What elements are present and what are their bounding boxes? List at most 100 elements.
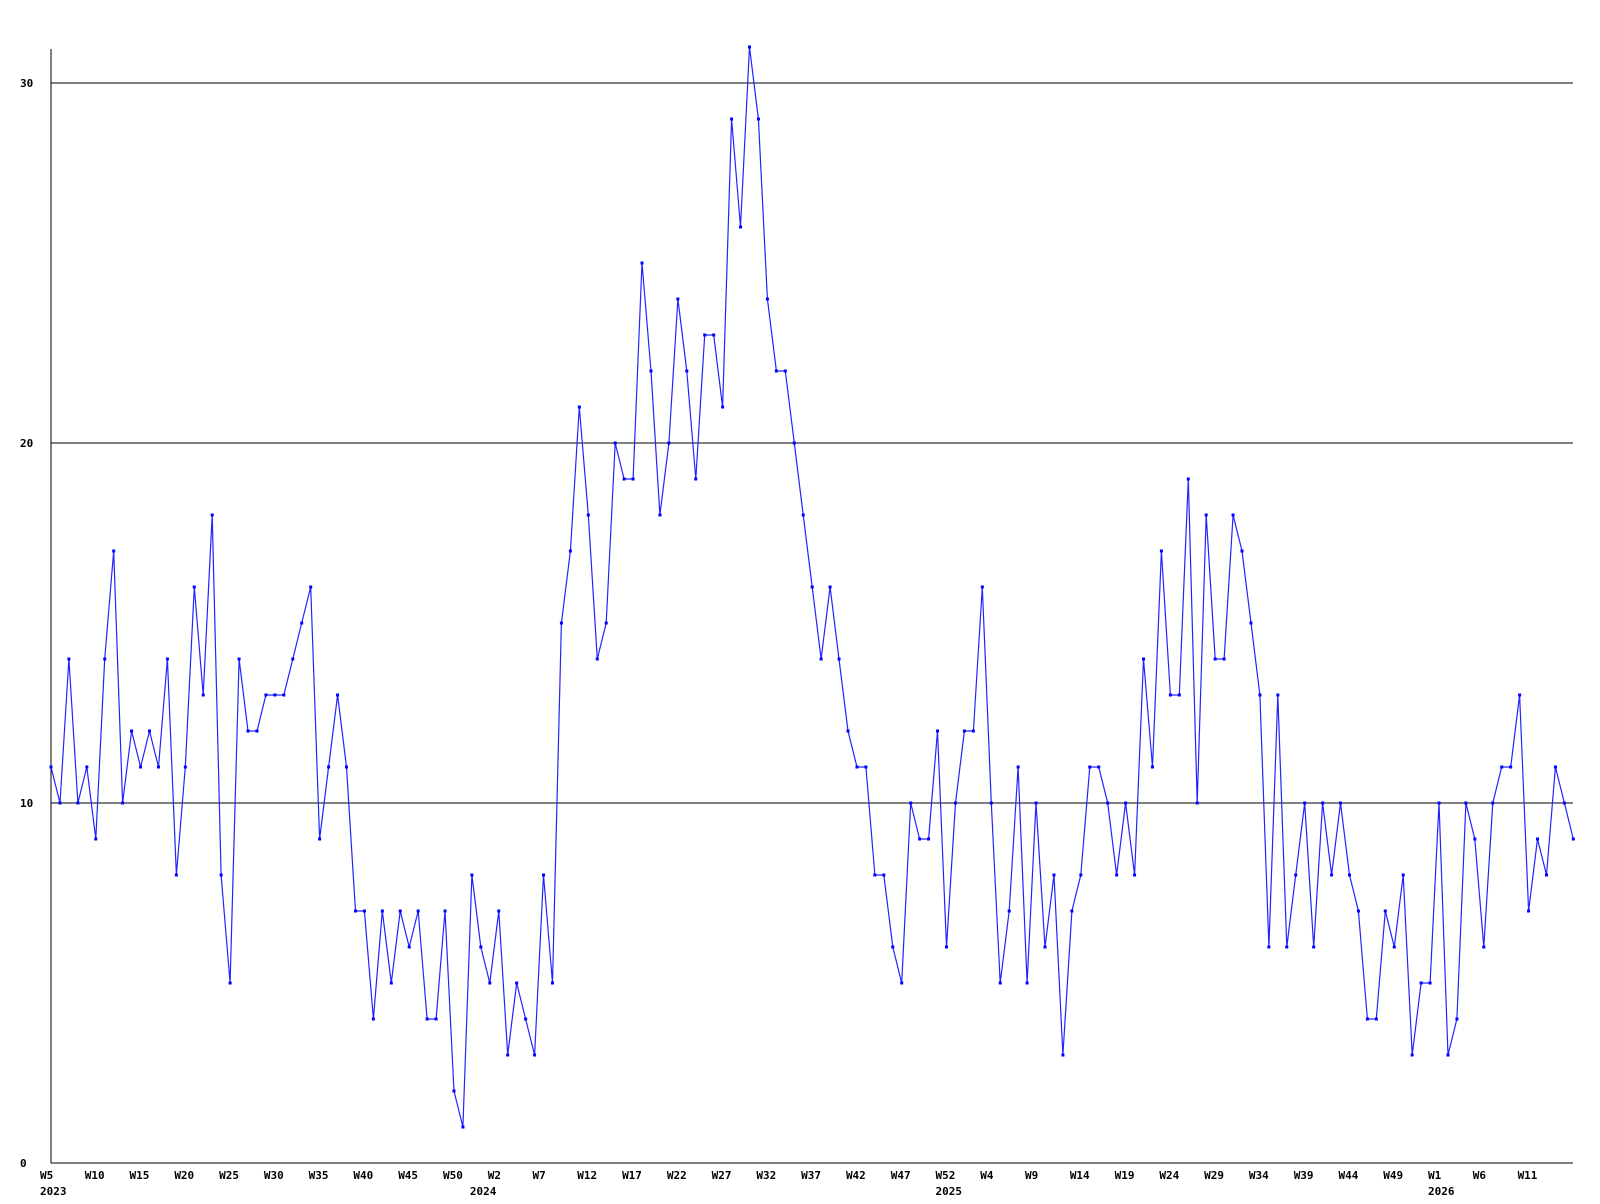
data-point xyxy=(1347,873,1351,877)
data-point xyxy=(488,981,492,985)
data-point xyxy=(1276,693,1280,697)
data-point xyxy=(882,873,886,877)
data-point xyxy=(1410,1053,1414,1057)
data-point xyxy=(273,693,277,697)
data-point xyxy=(183,765,187,769)
data-point xyxy=(76,801,80,805)
data-point xyxy=(1231,513,1235,517)
data-point xyxy=(1195,801,1199,805)
data-point xyxy=(559,621,563,625)
data-point xyxy=(640,261,644,265)
x-tick-label: W44 xyxy=(1338,1169,1358,1182)
data-point xyxy=(327,765,331,769)
data-point xyxy=(685,369,689,373)
data-point xyxy=(1544,873,1548,877)
data-point xyxy=(264,693,268,697)
data-point xyxy=(156,765,160,769)
data-point xyxy=(353,909,357,913)
data-point xyxy=(980,585,984,589)
data-point xyxy=(398,909,402,913)
data-point xyxy=(1509,765,1513,769)
data-point xyxy=(613,441,617,445)
data-point xyxy=(891,945,895,949)
data-point xyxy=(1186,477,1190,481)
data-point xyxy=(121,801,125,805)
x-tick-label: W49 xyxy=(1383,1169,1403,1182)
x-tick-label: W17 xyxy=(622,1169,642,1182)
data-point xyxy=(694,477,698,481)
x-tick-label: W35 xyxy=(309,1169,329,1182)
data-point xyxy=(1321,801,1325,805)
data-point xyxy=(443,909,447,913)
data-point xyxy=(971,729,975,733)
data-point xyxy=(739,225,743,229)
data-point xyxy=(94,837,98,841)
data-point xyxy=(1159,549,1163,553)
data-point xyxy=(1142,657,1146,661)
data-point xyxy=(318,837,322,841)
data-point xyxy=(1124,801,1128,805)
data-point xyxy=(1356,909,1360,913)
x-tick-label: W50 xyxy=(443,1169,463,1182)
x-tick-label: W2 xyxy=(488,1169,501,1182)
data-point xyxy=(1392,945,1396,949)
data-point xyxy=(1294,873,1298,877)
data-point xyxy=(550,981,554,985)
data-point xyxy=(371,1017,375,1021)
data-point xyxy=(649,369,653,373)
data-point xyxy=(1079,873,1083,877)
data-point xyxy=(1553,765,1557,769)
data-point xyxy=(479,945,483,949)
data-point xyxy=(927,837,931,841)
data-point xyxy=(542,873,546,877)
data-point xyxy=(1070,909,1074,913)
data-point xyxy=(1204,513,1208,517)
x-tick-label: W39 xyxy=(1294,1169,1314,1182)
x-tick-label: W19 xyxy=(1115,1169,1135,1182)
data-point xyxy=(1267,945,1271,949)
data-point xyxy=(452,1089,456,1093)
markers xyxy=(49,45,1575,1129)
y-tick-label: 10 xyxy=(20,797,33,810)
data-point xyxy=(192,585,196,589)
year-label: 2025 xyxy=(936,1185,963,1198)
data-point xyxy=(1401,873,1405,877)
data-point xyxy=(631,477,635,481)
x-tick-label: W34 xyxy=(1249,1169,1269,1182)
data-point xyxy=(846,729,850,733)
data-point xyxy=(1249,621,1253,625)
x-tick-label: W45 xyxy=(398,1169,418,1182)
gridlines xyxy=(51,82,1573,804)
data-point xyxy=(1052,873,1056,877)
data-point xyxy=(792,441,796,445)
data-point xyxy=(1034,801,1038,805)
data-point xyxy=(85,765,89,769)
x-tick-label: W12 xyxy=(577,1169,597,1182)
data-point xyxy=(1312,945,1316,949)
data-point xyxy=(909,801,913,805)
data-point xyxy=(300,621,304,625)
x-tick-label: W22 xyxy=(667,1169,687,1182)
data-point xyxy=(568,549,572,553)
data-point xyxy=(461,1125,465,1129)
data-point xyxy=(524,1017,528,1021)
data-point xyxy=(1115,873,1119,877)
data-point xyxy=(828,585,832,589)
data-point xyxy=(1491,801,1495,805)
data-point xyxy=(389,981,393,985)
data-point xyxy=(246,729,250,733)
data-point xyxy=(1168,693,1172,697)
x-tick-label: W6 xyxy=(1473,1169,1487,1182)
data-point xyxy=(1240,549,1244,553)
x-tick-label: W42 xyxy=(846,1169,866,1182)
data-point xyxy=(130,729,134,733)
data-point xyxy=(756,117,760,121)
data-point xyxy=(282,693,286,697)
x-tick-label: W52 xyxy=(936,1169,956,1182)
data-point xyxy=(380,909,384,913)
data-point xyxy=(1473,837,1477,841)
data-point xyxy=(1088,765,1092,769)
data-point xyxy=(810,585,814,589)
data-point xyxy=(336,693,340,697)
